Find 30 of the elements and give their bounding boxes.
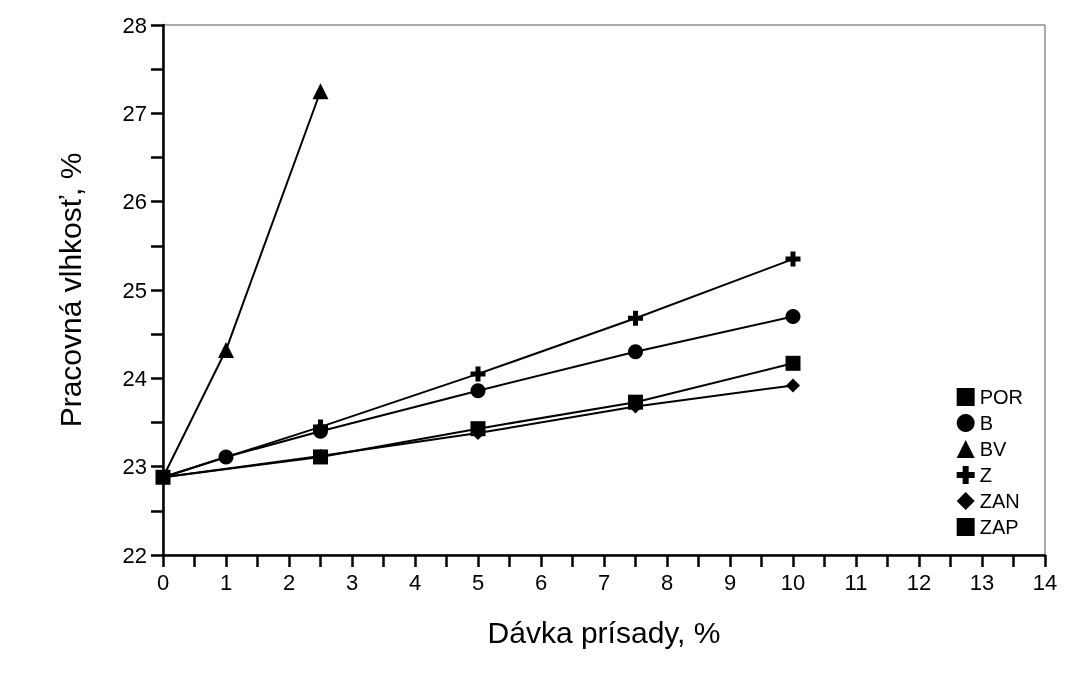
y-tick-label: 25 xyxy=(122,277,147,303)
y-tick-label: 26 xyxy=(122,189,147,215)
x-axis-title: Dávka prísady, % xyxy=(487,615,721,649)
x-tick-label: 7 xyxy=(597,569,611,595)
y-tick-label: 23 xyxy=(122,454,147,480)
x-tick-label: 14 xyxy=(1032,569,1058,595)
x-tick-label: 4 xyxy=(408,569,422,595)
legend-label: ZAN xyxy=(979,490,1020,512)
legend-label: POR xyxy=(979,386,1023,408)
y-tick-label: 24 xyxy=(122,365,147,391)
x-tick-label: 1 xyxy=(219,569,233,595)
y-tick-label: 27 xyxy=(122,100,147,126)
x-tick-label: 11 xyxy=(844,569,868,595)
y-tick-label: 28 xyxy=(122,12,147,38)
legend-label: Z xyxy=(979,464,992,486)
x-tick-label: 3 xyxy=(345,569,359,595)
x-tick-label: 10 xyxy=(780,569,806,595)
x-tick-label: 9 xyxy=(723,569,737,595)
x-tick-label: 0 xyxy=(156,569,170,595)
x-tick-label: 13 xyxy=(969,569,995,595)
x-tick-label: 6 xyxy=(534,569,548,595)
legend-label: ZAP xyxy=(979,516,1019,538)
x-tick-label: 5 xyxy=(471,569,485,595)
x-tick-label: 8 xyxy=(660,569,674,595)
y-tick-label: 22 xyxy=(122,542,147,568)
x-tick-label: 2 xyxy=(282,569,296,595)
legend-label: BV xyxy=(979,438,1007,460)
y-axis-title: Pracovná vlhkosť, % xyxy=(53,152,87,428)
legend-label: B xyxy=(979,412,993,434)
x-tick-label: 12 xyxy=(906,569,932,595)
